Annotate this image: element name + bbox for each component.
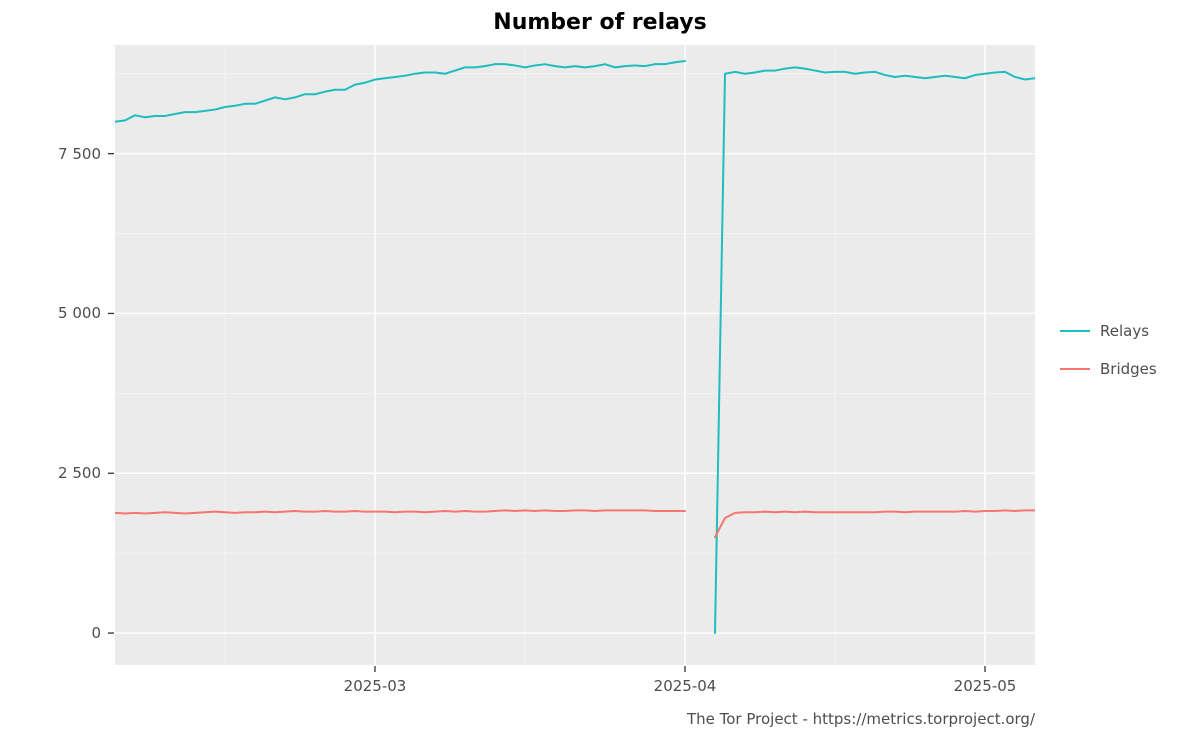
x-tick-label: 2025-04 [654,677,717,695]
legend-swatch [1060,330,1090,332]
chart-svg [0,0,1200,750]
legend: Relays Bridges [1060,320,1157,396]
series-bridges [115,510,1035,537]
legend-item-bridges: Bridges [1060,358,1157,380]
legend-label: Relays [1100,322,1149,340]
y-tick-label: 2 500 [0,464,101,482]
series-relays [115,61,1035,633]
legend-label: Bridges [1100,360,1157,378]
x-tick-label: 2025-05 [954,677,1017,695]
x-tick-label: 2025-03 [344,677,407,695]
legend-item-relays: Relays [1060,320,1157,342]
legend-swatch [1060,368,1090,370]
attribution: The Tor Project - https://metrics.torpro… [687,710,1035,728]
y-tick-label: 0 [0,624,101,642]
y-tick-label: 5 000 [0,304,101,322]
y-tick-label: 7 500 [0,145,101,163]
